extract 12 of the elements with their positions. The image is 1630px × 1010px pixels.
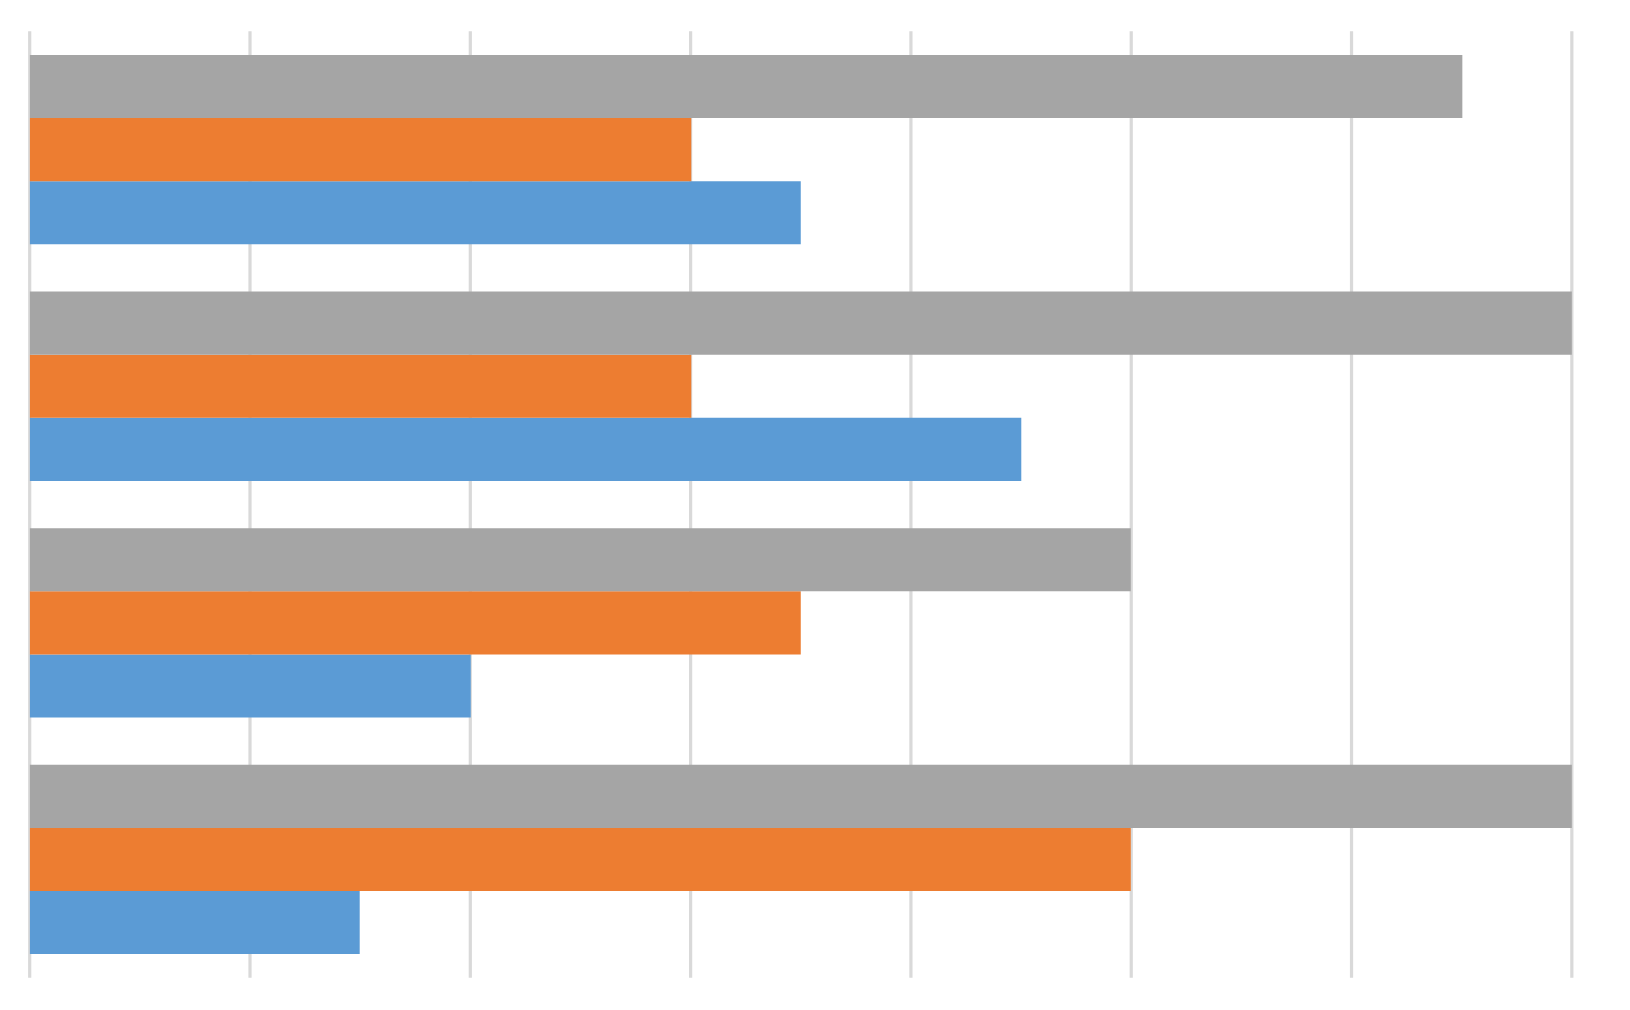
bar (29, 291, 1572, 355)
bar (29, 828, 1131, 892)
bar (29, 118, 692, 182)
bar (29, 528, 1131, 592)
bar (29, 417, 1022, 482)
bar (29, 55, 1463, 119)
bar (29, 591, 801, 655)
bar (29, 654, 471, 718)
bar (29, 181, 801, 245)
bar (29, 891, 360, 955)
bar (29, 354, 692, 418)
bar (29, 764, 1572, 829)
